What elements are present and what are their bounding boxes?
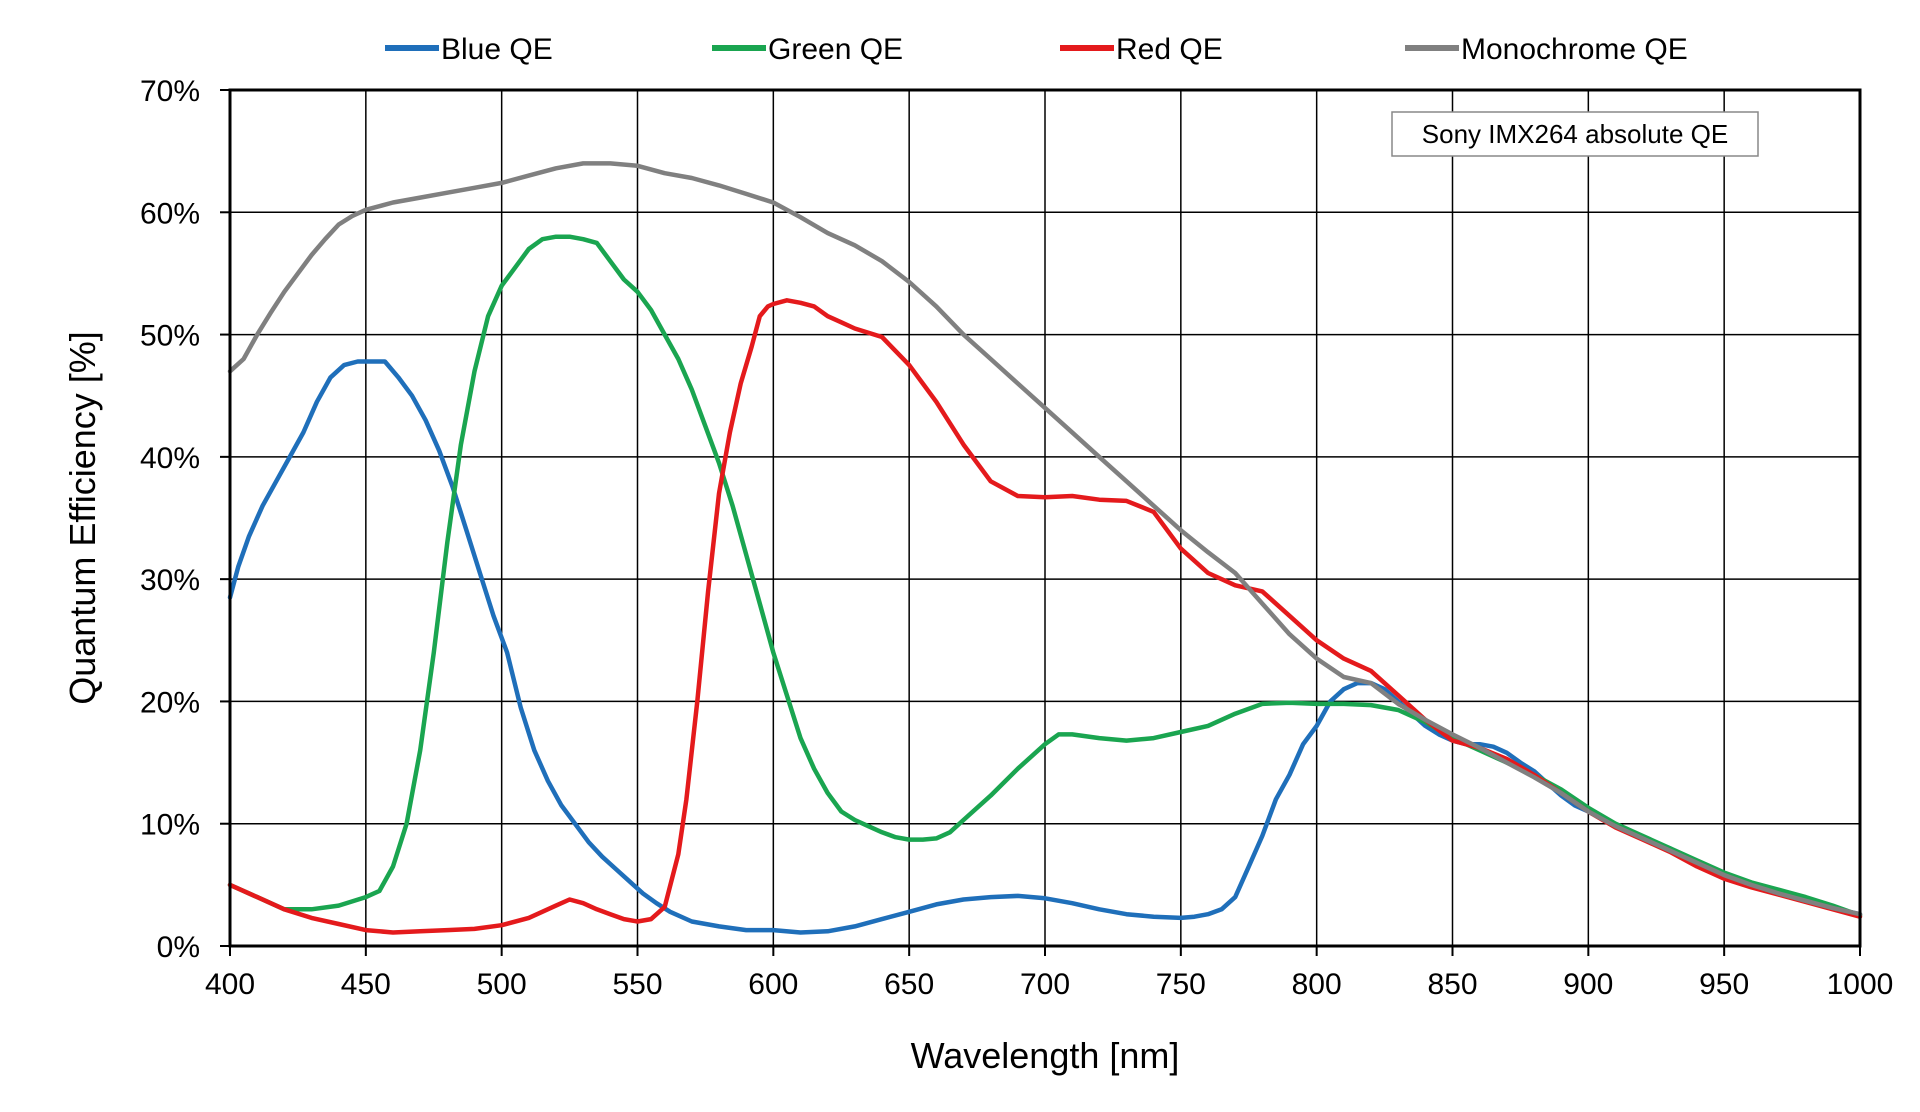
annotation-frame	[1391, 111, 1759, 157]
red-qe-legend-label: Red QE	[1116, 33, 1223, 66]
x-tick-label: 450	[341, 968, 391, 1001]
legend: Blue QE Green QE Red QE Monochrome QE	[385, 33, 1688, 66]
x-tick-label: 550	[612, 968, 662, 1001]
y-tick-labels: 0% 10% 20% 30% 40% 50% 60% 70%	[140, 75, 200, 964]
x-tick-label: 900	[1563, 968, 1613, 1001]
y-tick-label: 40%	[140, 442, 200, 475]
y-tick-label: 10%	[140, 809, 200, 842]
x-tick-label: 700	[1020, 968, 1070, 1001]
x-tick-label: 950	[1699, 968, 1749, 1001]
x-tick-label: 500	[477, 968, 527, 1001]
red-qe-line	[227, 298, 1863, 935]
y-tick-label: 20%	[140, 686, 200, 719]
annotation-label: Sony IMX264 absolute QE	[1422, 119, 1728, 149]
x-tick-label: 850	[1427, 968, 1477, 1001]
x-tick-label: 650	[884, 968, 934, 1001]
x-tick-label: 1000	[1827, 968, 1894, 1001]
x-axis-title: Wavelength [nm]	[911, 1035, 1180, 1076]
y-tick-label: 0%	[157, 931, 200, 964]
series-lines	[227, 161, 1863, 935]
x-tick-label: 600	[748, 968, 798, 1001]
monochrome-qe-line	[227, 161, 1863, 917]
y-tick-label: 70%	[140, 75, 200, 108]
blue-qe-line	[227, 359, 1863, 935]
y-tick-label: 60%	[140, 197, 200, 230]
x-tick-label: 400	[205, 968, 255, 1001]
x-tick-label: 800	[1292, 968, 1342, 1001]
x-tick-label: 750	[1156, 968, 1206, 1001]
green-qe-legend-label: Green QE	[768, 33, 903, 66]
annotation-box: Sony IMX264 absolute QE	[1391, 111, 1759, 157]
plot-frame	[228, 88, 1862, 948]
blue-qe-legend-label: Blue QE	[441, 33, 553, 66]
y-tick-label: 30%	[140, 564, 200, 597]
y-tick-label: 50%	[140, 320, 200, 353]
x-tick-labels: 400 450 500 550 600 650 700 750 800 850 900 950 1000	[205, 968, 1893, 1001]
y-axis-title: Quantum Efficiency [%]	[62, 331, 103, 705]
monochrome-qe-legend-label: Monochrome QE	[1461, 33, 1688, 66]
axes	[228, 88, 1862, 948]
